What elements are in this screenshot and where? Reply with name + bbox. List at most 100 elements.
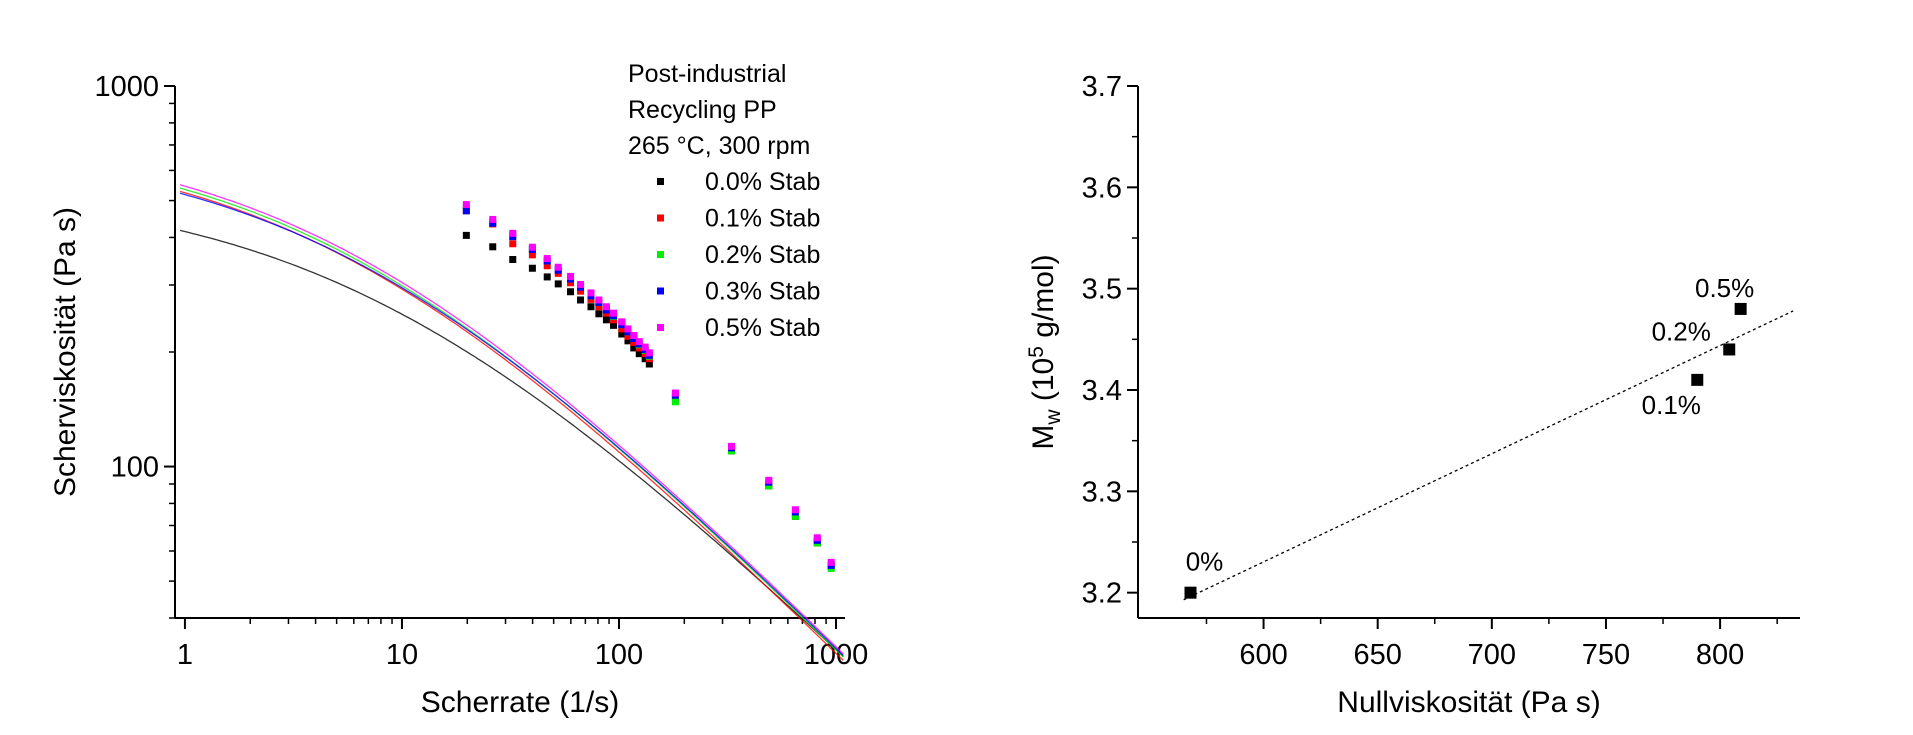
data-point	[509, 229, 517, 237]
y-axis-title-part: 5	[1025, 346, 1048, 358]
y-tick-label: 1000	[94, 71, 159, 103]
data-point	[462, 231, 470, 239]
y-tick-label: 3.6	[1082, 172, 1122, 204]
legend-entry: 0.1% Stab	[705, 205, 820, 233]
data-point	[509, 256, 517, 264]
data-point	[577, 287, 585, 295]
x-tick-label: 750	[1582, 639, 1630, 671]
data-point	[618, 325, 626, 333]
legend-marker	[657, 324, 664, 331]
legend-entry: 0.3% Stab	[705, 278, 820, 306]
data-point	[1723, 343, 1736, 356]
y-axis-title: Mw (105 g/mol)	[1025, 254, 1065, 449]
data-point	[554, 280, 562, 288]
y-tick-label: 3.7	[1082, 71, 1122, 103]
data-point	[827, 558, 835, 566]
data-point	[602, 316, 610, 324]
data-point	[624, 325, 632, 333]
data-point	[765, 476, 773, 484]
y-tick-label: 3.4	[1082, 375, 1122, 407]
x-axis-title: Nullviskosität (Pa s)	[1337, 686, 1600, 719]
data-point	[595, 310, 603, 318]
point-label: 0.2%	[1652, 316, 1711, 346]
data-point	[610, 309, 618, 317]
y-axis-title-part: w	[1042, 409, 1065, 426]
data-point	[587, 289, 595, 297]
data-point	[543, 255, 551, 263]
point-label: 0%	[1186, 547, 1224, 577]
x-tick-label: 1000	[804, 639, 869, 671]
data-point	[528, 243, 536, 251]
data-point	[671, 389, 679, 397]
data-point	[489, 243, 497, 251]
fit-curve-0-0-stab	[179, 229, 844, 657]
data-point	[543, 273, 551, 281]
data-point	[577, 296, 585, 304]
data-point	[554, 263, 562, 271]
data-point	[630, 344, 638, 352]
y-tick-label: 3.2	[1082, 578, 1122, 610]
data-point	[1184, 586, 1197, 599]
data-point	[635, 350, 643, 358]
data-point	[489, 215, 497, 223]
data-point	[528, 264, 536, 272]
legend-entry: 0.2% Stab	[705, 241, 820, 269]
x-tick-label: 600	[1239, 639, 1287, 671]
legend-title-line: Post-industrial	[628, 60, 786, 88]
data-point	[791, 512, 799, 520]
data-point	[1691, 373, 1704, 386]
data-point	[765, 482, 773, 490]
data-point	[509, 240, 517, 248]
data-point	[671, 398, 679, 406]
legend-title-line: Recycling PP	[628, 96, 777, 124]
y-tick-label: 3.5	[1082, 274, 1122, 306]
data-point	[635, 338, 643, 346]
legend-entry: 0.0% Stab	[705, 168, 820, 196]
data-point	[645, 360, 653, 368]
data-point	[728, 442, 736, 450]
y-tick-label: 3.3	[1082, 476, 1122, 508]
data-point	[595, 296, 603, 304]
y-axis-title: Scherviskosität (Pa s)	[49, 207, 82, 497]
viscosity-chart: 1 10 100 1000 100 1000 Scherrate (1/s) Schervis…	[49, 60, 868, 719]
data-point	[618, 330, 626, 338]
x-tick-label: 700	[1468, 639, 1516, 671]
data-point	[610, 321, 618, 329]
data-point	[489, 219, 497, 227]
y-axis-title-part: M	[1027, 425, 1060, 450]
data-point	[630, 331, 638, 339]
fit-line	[1183, 310, 1794, 601]
data-point	[567, 272, 575, 280]
data-point	[791, 506, 799, 514]
legend-marker	[657, 251, 664, 258]
data-point	[645, 349, 653, 357]
x-tick-label: 10	[386, 639, 418, 671]
legend-marker	[657, 178, 664, 185]
data-point	[587, 295, 595, 303]
data-point	[1734, 302, 1747, 315]
x-tick-label: 650	[1353, 639, 1401, 671]
x-tick-label: 1	[177, 639, 193, 671]
point-label: 0.1%	[1642, 390, 1701, 420]
data-point	[602, 303, 610, 311]
data-point	[813, 534, 821, 542]
data-point	[641, 355, 649, 363]
point-label: 0.5%	[1695, 273, 1754, 303]
x-tick-label: 800	[1696, 639, 1744, 671]
data-point	[528, 251, 536, 259]
x-tick-label: 100	[595, 639, 643, 671]
data-point	[641, 343, 649, 351]
x-axis-title: Scherrate (1/s)	[421, 686, 619, 719]
data-point	[595, 303, 603, 311]
data-point	[587, 303, 595, 311]
legend-marker	[657, 287, 664, 295]
molecular-weight-chart: 600 650 700 750 800 3.2 3.3 3.4 3.5 3.6 3.7 Nullvis…	[1025, 71, 1800, 719]
y-axis-title-part: (10	[1027, 358, 1060, 410]
legend-entry: 0.5% Stab	[705, 314, 820, 342]
y-tick-label: 100	[111, 452, 159, 484]
data-point	[567, 288, 575, 296]
fit-curve-0-5-stab	[179, 184, 844, 655]
data-point	[618, 318, 626, 326]
data-point	[630, 338, 638, 346]
